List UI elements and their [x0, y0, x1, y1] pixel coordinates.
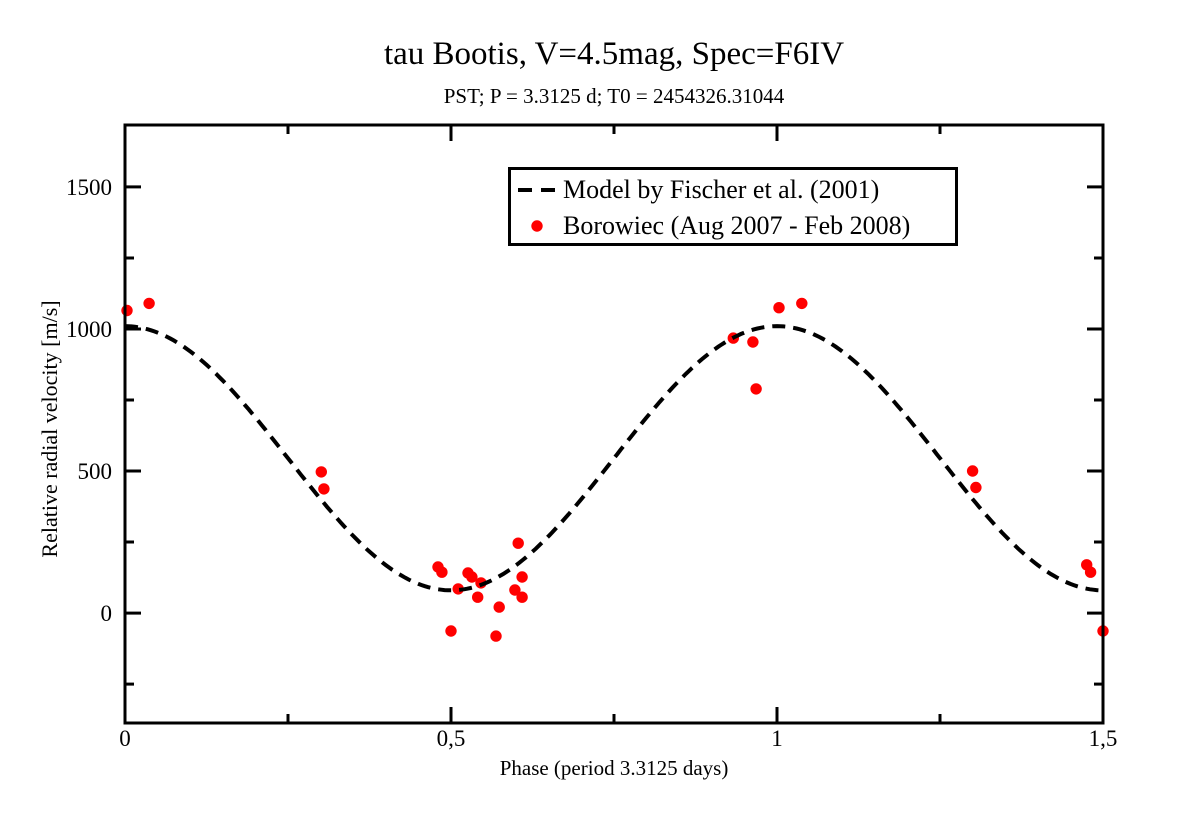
- data-point: [747, 336, 759, 348]
- x-tick-label: 1: [771, 726, 783, 751]
- data-point: [452, 583, 464, 595]
- x-tick-label: 1,5: [1089, 726, 1118, 751]
- x-tick-label: 0: [119, 726, 131, 751]
- y-tick-label: 500: [78, 459, 113, 484]
- data-point: [436, 566, 448, 578]
- data-point: [512, 537, 524, 549]
- page-title: tau Bootis, V=4.5mag, Spec=F6IV: [383, 36, 845, 72]
- x-tick-label: 0,5: [437, 726, 466, 751]
- y-tick-label: 0: [101, 601, 113, 626]
- data-point: [796, 297, 808, 310]
- y-tick-label: 1000: [66, 317, 112, 342]
- data-point: [121, 304, 133, 317]
- data-point: [493, 601, 505, 613]
- page-subtitle: PST; P = 3.3125 d; T0 = 2454326.31044: [443, 84, 785, 108]
- data-point: [516, 591, 528, 603]
- data-point: [143, 297, 155, 310]
- data-point: [516, 571, 528, 583]
- y-tick-label: 1500: [66, 175, 112, 200]
- data-point-icon: [511, 219, 563, 233]
- data-point: [509, 584, 521, 596]
- data-point: [970, 481, 982, 494]
- legend-item-data: Borowiec (Aug 2007 - Feb 2008): [511, 208, 955, 244]
- data-point: [472, 591, 484, 603]
- data-point: [966, 465, 979, 477]
- legend-label-model: Model by Fischer et al. (2001): [563, 175, 880, 204]
- data-point: [1084, 566, 1097, 578]
- legend-label-data: Borowiec (Aug 2007 - Feb 2008): [563, 211, 911, 240]
- data-point: [318, 483, 330, 495]
- legend: Model by Fischer et al. (2001) Borowiec …: [508, 167, 958, 246]
- legend-item-model: Model by Fischer et al. (2001): [511, 172, 955, 208]
- dashed-line-icon: [511, 186, 563, 194]
- data-point: [750, 383, 762, 395]
- data-point: [466, 571, 478, 583]
- data-point: [315, 466, 327, 478]
- x-axis-title: Phase (period 3.3125 days): [499, 756, 729, 780]
- data-point: [773, 302, 785, 314]
- data-point: [490, 630, 502, 642]
- model-curve: [124, 324, 1103, 593]
- data-point: [445, 625, 457, 637]
